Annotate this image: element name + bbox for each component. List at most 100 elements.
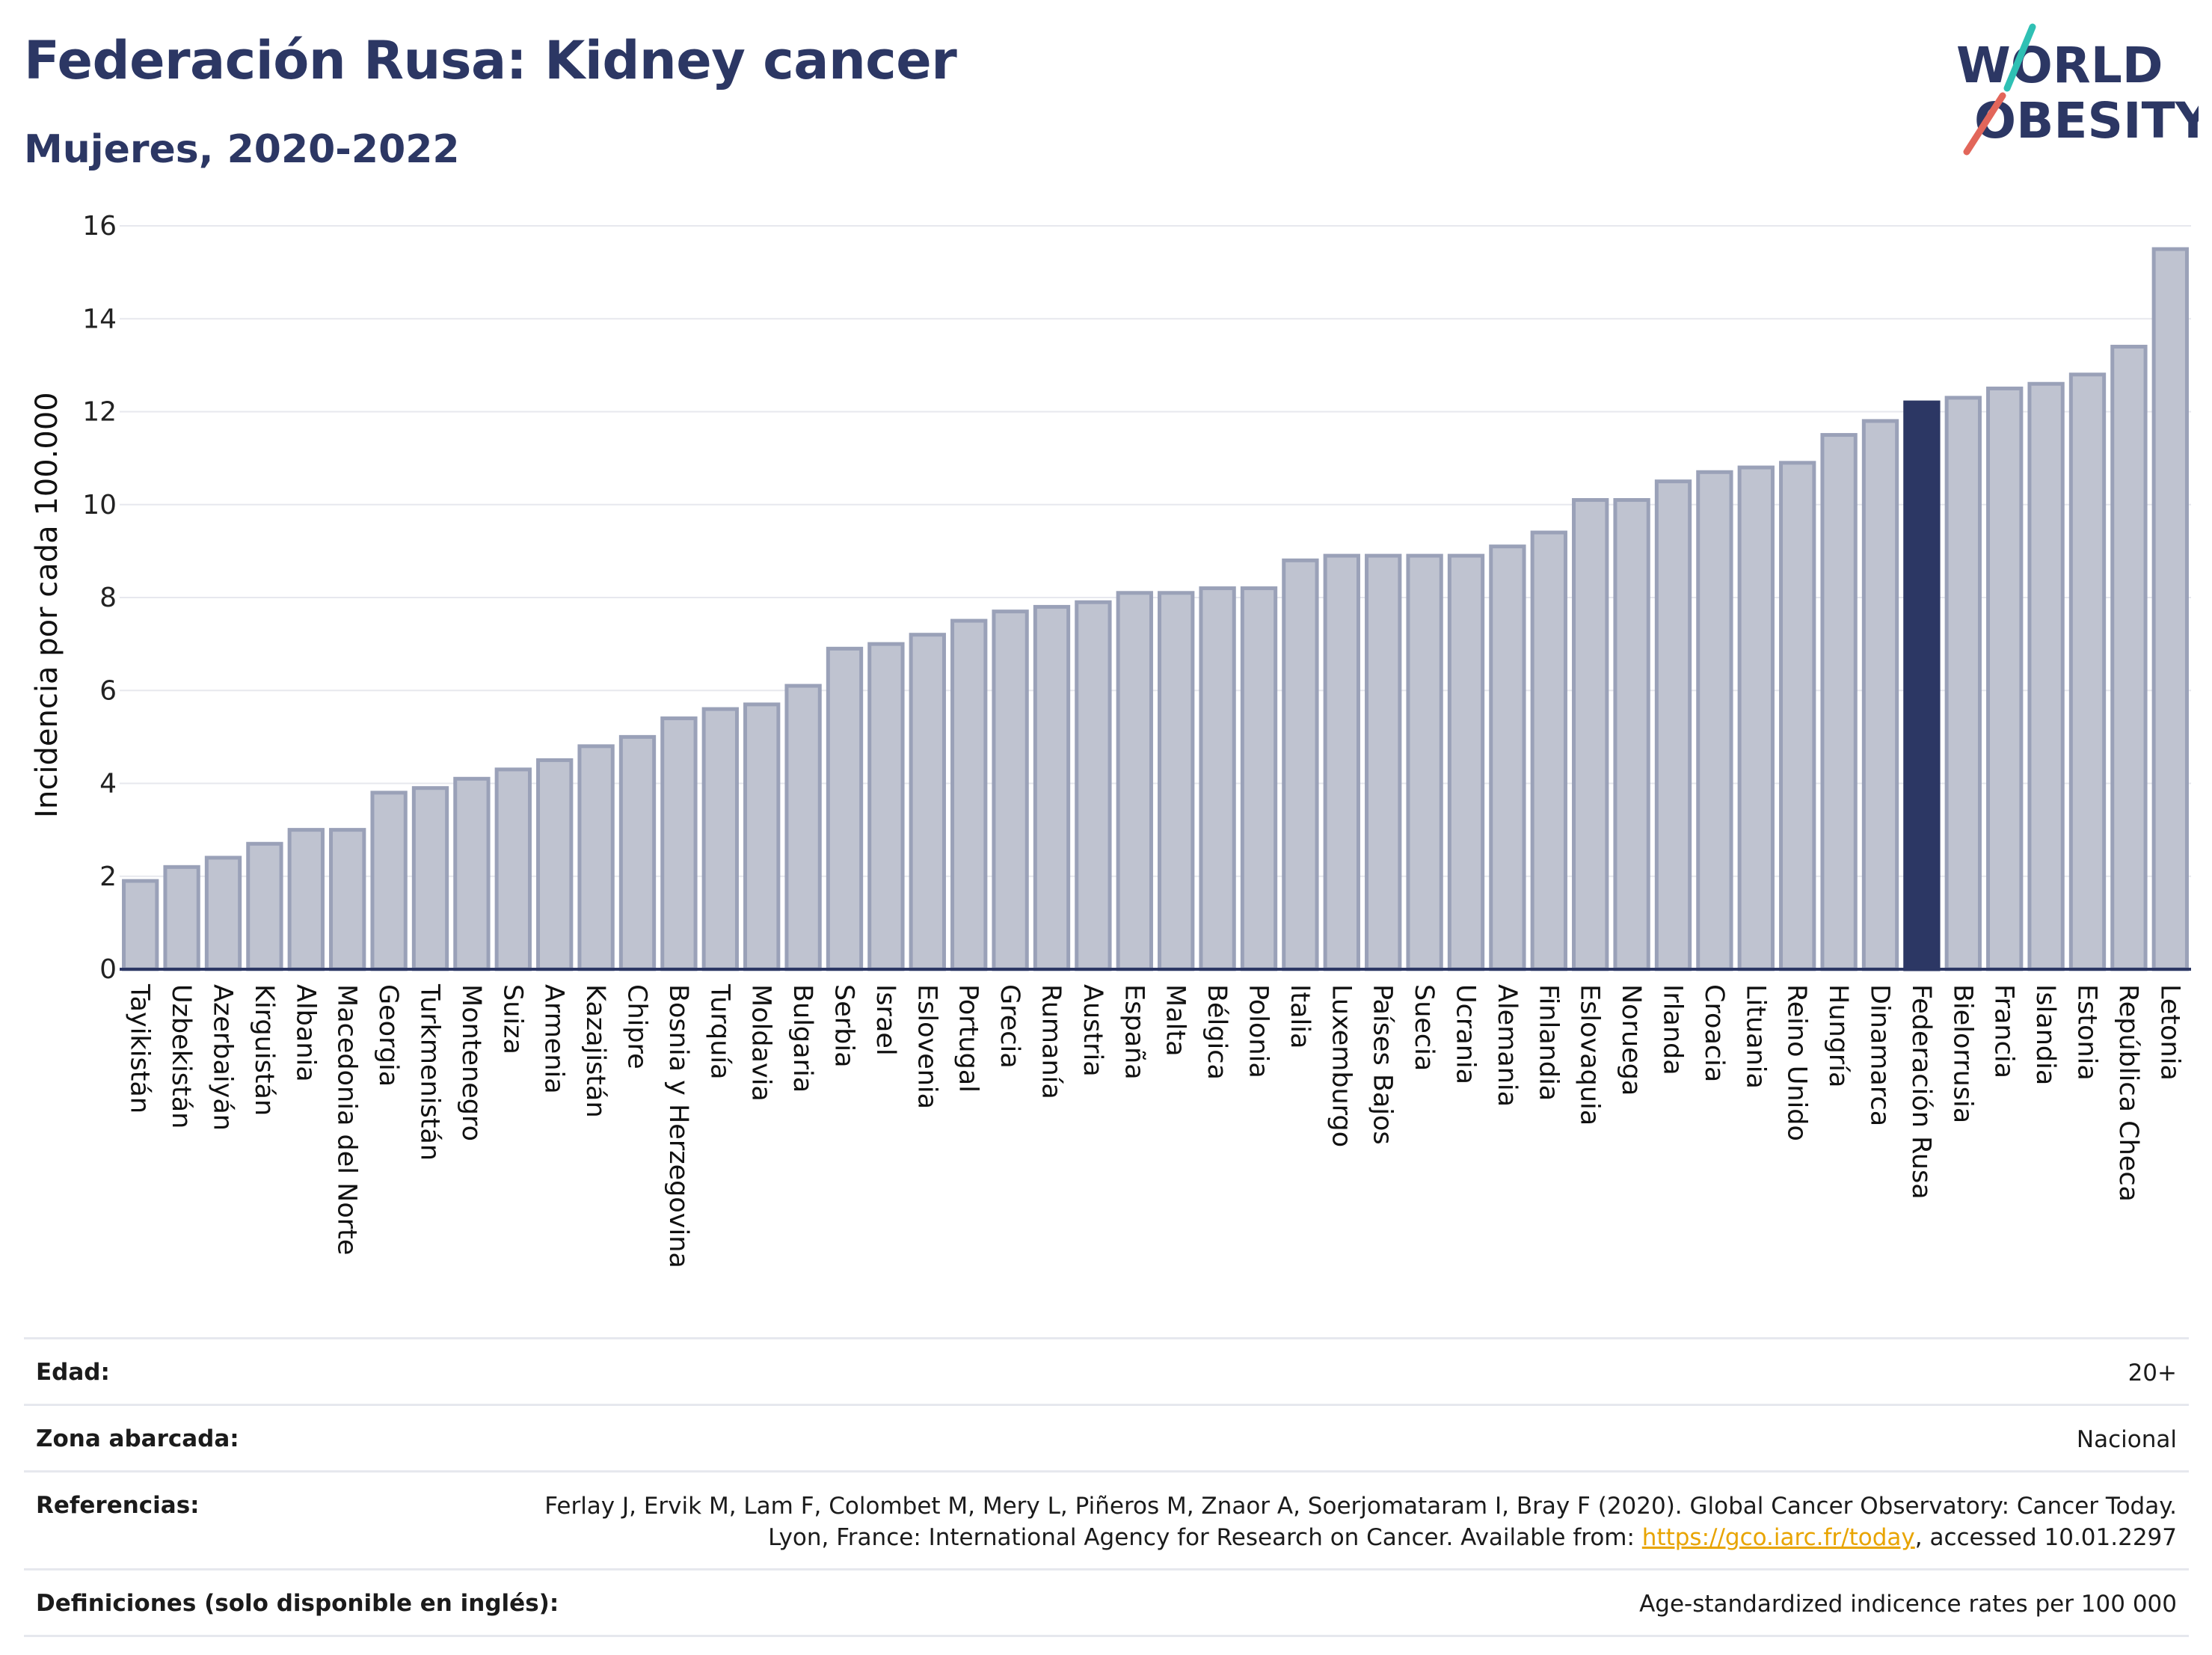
bar [329,828,366,971]
bar [950,618,988,971]
chart-title: Federación Rusa: Kidney cancer [24,30,957,91]
y-tick-label: 10 [82,490,117,521]
x-category-label: Chipre [622,984,652,1069]
x-category-label: Bielorrusia [1947,984,1977,1123]
info-key-definitions: Definiciones (solo disponible en inglés)… [36,1590,559,1617]
bar [2027,381,2065,971]
bar [992,610,1029,971]
x-category-label: Suiza [497,984,527,1054]
y-tick-label: 0 [99,954,117,985]
x-category-label: Malta [1161,984,1191,1057]
x-category-label: Montenegro [456,984,486,1141]
x-category-label: Israel [870,984,900,1056]
x-category-label: Finlandia [1533,984,1563,1101]
x-category-label: Azerbaiyán [208,984,238,1131]
bar [1323,553,1360,971]
x-category-label: Turkmenistán [415,983,445,1161]
bar [2151,247,2189,971]
bar [701,707,739,971]
x-category-label: Países Bajos [1368,984,1398,1145]
bar [1406,553,1443,971]
y-tick-label: 16 [82,211,117,242]
logo-slash-teal [2003,23,2036,92]
x-category-label: Suecia [1409,984,1439,1071]
x-category-label: Grecia [995,984,1024,1069]
x-category-label: Lituania [1740,984,1770,1089]
x-category-label: Albania [290,984,320,1082]
x-category-label: Federación Rusa [1906,984,1936,1200]
bar [2068,372,2107,971]
x-category-label: Alemania [1492,984,1522,1107]
y-tick-label: 12 [82,397,117,428]
x-category-label: Rumanía [1036,984,1066,1099]
bar [1489,544,1526,971]
x-axis-category-labels: Tayikistán Uzbekistán Azerbaiyán Kirguistán… [125,983,2185,1268]
bar [1986,386,2024,971]
info-key-references: Referencias: [36,1492,200,1519]
x-category-label: Estonia [2072,984,2102,1081]
x-category-label: Bulgaria [787,984,817,1093]
x-category-label: Turquía [704,983,734,1080]
bar [660,716,698,971]
x-category-label: Irlanda [1658,984,1688,1075]
info-row-references: Referencias: Ferlay J, Ervik M, Lam F, C… [24,1470,2189,1568]
x-category-label: Tayikistán [125,983,155,1114]
x-category-label: Letonia [2154,984,2184,1081]
info-row-age: Edad: 20+ [24,1337,2189,1404]
x-category-label: Italia [1285,984,1315,1048]
x-category-label: Uzbekistán [166,984,196,1129]
info-value-area: Nacional [2076,1426,2177,1453]
info-row-area: Zona abarcada: Nacional [24,1404,2189,1470]
bar [1944,396,1982,971]
bar [1199,586,1236,971]
info-row-definitions: Definiciones (solo disponible en inglés)… [24,1568,2189,1637]
bar [1530,530,1567,971]
bar [2110,345,2148,971]
info-value-age: 20+ [2127,1360,2177,1387]
bar [1696,470,1733,971]
bar [122,879,159,971]
info-value-references: Ferlay J, Ervik M, Lam F, Colombet M, Me… [517,1490,2177,1553]
bar [1572,498,1609,971]
bar [1033,604,1071,971]
bar [867,642,905,971]
bar [1820,433,1858,971]
x-category-label: Reino Unido [1782,984,1812,1141]
x-category-label: España [1119,984,1149,1080]
x-category-label: Luxemburgo [1326,984,1356,1147]
bar [618,734,657,971]
x-category-label: Polonia [1244,984,1274,1078]
info-value-definitions: Age-standardized indicence rates per 100… [1639,1591,2177,1618]
y-tick-label: 2 [99,862,117,892]
y-tick-label: 6 [99,675,117,706]
bar [909,633,946,971]
reference-accessed: , accessed 10.01.2297 [1914,1524,2177,1551]
logo-word-world: WORLD [1956,37,2163,94]
bar [1613,498,1650,971]
x-category-label: Francia [1989,984,2019,1078]
bars [122,247,2189,971]
x-category-label: Armenia [539,984,569,1094]
logo-slash-red [1963,92,2006,156]
x-category-label: Eslovenia [912,984,941,1109]
info-key-age: Edad: [36,1359,110,1386]
bar [163,865,200,971]
bar [453,776,491,971]
x-category-label: Bosnia y Herzegovina [663,984,693,1268]
x-category-label: Kazajistán [580,984,610,1118]
bar [494,767,532,971]
bar [1779,461,1816,971]
x-category-label: Islandia [2030,984,2060,1085]
bar [784,684,822,971]
bar [246,841,283,971]
x-category-label: Dinamarca [1865,984,1895,1126]
bar [1861,419,1899,971]
reference-link[interactable]: https://gco.iarc.fr/today [1641,1524,1915,1551]
logo-word-obesity: OBESITY [1974,92,2199,150]
x-category-label: Macedonia del Norte [332,984,362,1255]
bar [536,758,574,971]
bar [1075,600,1112,971]
bar [287,828,325,971]
bar [1365,553,1402,971]
chart-subtitle: Mujeres, 2020-2022 [24,127,460,172]
